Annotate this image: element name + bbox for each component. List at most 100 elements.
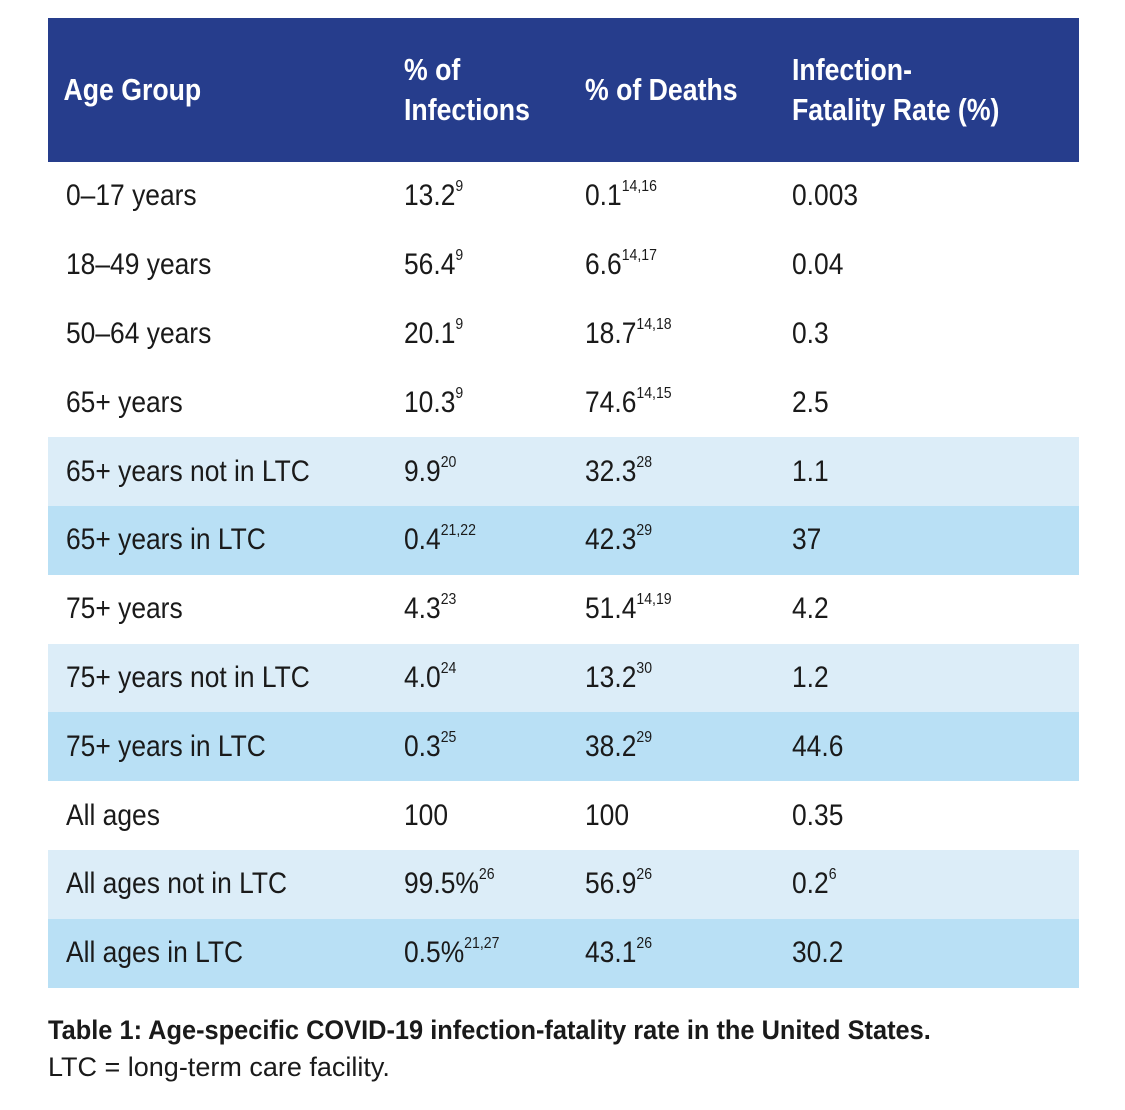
- table-row: 75+ years in LTC 0.325 38.229 44.6: [48, 712, 1079, 782]
- cell-age-group: 18–49 years: [48, 231, 404, 300]
- cell-deaths: 13.230: [585, 644, 792, 713]
- cell-ifr: 0.26: [792, 850, 1079, 919]
- caption-title: Table 1: Age-specific COVID-19 infection…: [48, 1015, 931, 1045]
- cell-age-group-value: All ages not in LTC: [66, 867, 288, 901]
- cell-ifr: 4.2: [792, 575, 1079, 644]
- cell-deaths: 0.114,16: [585, 162, 792, 231]
- table-header: Age Group % of Infections % of Deaths In…: [48, 18, 1079, 162]
- header-ifr-line2: Fatality Rate (%): [792, 92, 1000, 127]
- cell-infections: 9.920: [404, 437, 585, 506]
- cell-infections-value: 0.3: [404, 729, 441, 763]
- cell-age-group: All ages not in LTC: [48, 850, 404, 919]
- cell-deaths-value: 38.2: [585, 729, 637, 763]
- cell-infections-value: 4.0: [404, 660, 441, 694]
- header-ifr-line1: Infection-: [792, 52, 912, 87]
- cell-age-group-value: 18–49 years: [66, 248, 212, 282]
- cell-deaths-value: 100: [585, 798, 630, 832]
- cell-age-group: 75+ years not in LTC: [48, 644, 404, 713]
- reference-superscript: 6: [828, 866, 837, 884]
- cell-age-group: 65+ years not in LTC: [48, 437, 404, 506]
- cell-infections: 0.421,22: [404, 506, 585, 575]
- cell-age-group-value: 65+ years: [66, 385, 183, 419]
- cell-deaths-value: 42.3: [585, 523, 637, 557]
- cell-infections: 100: [404, 781, 585, 850]
- cell-ifr: 0.04: [792, 231, 1079, 300]
- cell-deaths: 100: [585, 781, 792, 850]
- table-row: 0–17 years 13.29 0.114,16 0.003: [48, 162, 1079, 231]
- cell-age-group: 75+ years: [48, 575, 404, 644]
- reference-superscript: 29: [636, 522, 653, 540]
- reference-superscript: 9: [455, 178, 464, 196]
- cell-infections: 4.024: [404, 644, 585, 713]
- cell-deaths: 51.414,19: [585, 575, 792, 644]
- cell-deaths-value: 13.2: [585, 660, 637, 694]
- cell-infections: 0.5%21,27: [404, 919, 585, 988]
- cell-age-group: 65+ years in LTC: [48, 506, 404, 575]
- reference-superscript: 9: [455, 247, 464, 265]
- cell-ifr-value: 37: [792, 523, 822, 557]
- cell-age-group: All ages in LTC: [48, 919, 404, 988]
- reference-superscript: 26: [478, 866, 495, 884]
- reference-superscript: 26: [636, 935, 653, 953]
- reference-superscript: 14,19: [636, 591, 672, 609]
- cell-ifr-value: 2.5: [792, 385, 829, 419]
- cell-deaths-value: 56.9: [585, 867, 637, 901]
- cell-deaths-value: 32.3: [585, 454, 637, 488]
- table-body: 0–17 years 13.29 0.114,16 0.003 18–49 years 5…: [48, 162, 1079, 988]
- table-row: 65+ years not in LTC 9.920 32.328 1.1: [48, 437, 1079, 506]
- cell-infections: 0.325: [404, 712, 585, 781]
- cell-infections-value: 100: [404, 798, 449, 832]
- reference-superscript: 14,18: [636, 315, 672, 333]
- cell-infections-value: 56.4: [404, 248, 456, 282]
- cell-infections-value: 99.5%: [404, 867, 479, 901]
- cell-age-group-value: 75+ years: [66, 592, 183, 626]
- cell-age-group-value: All ages in LTC: [66, 936, 244, 970]
- table-row: All ages 100 100 0.35: [48, 781, 1079, 850]
- table-row: 65+ years 10.39 74.614,15 2.5: [48, 368, 1079, 438]
- cell-deaths-value: 74.6: [585, 385, 637, 419]
- cell-infections-value: 13.2: [404, 179, 456, 213]
- cell-ifr-value: 0.35: [792, 798, 844, 832]
- cell-ifr: 30.2: [792, 919, 1079, 988]
- reference-superscript: 23: [440, 591, 457, 609]
- cell-ifr: 37: [792, 506, 1079, 575]
- cell-age-group: All ages: [48, 781, 404, 850]
- table-row: 18–49 years 56.49 6.614,17 0.04: [48, 230, 1079, 300]
- cell-infections-value: 0.5%: [404, 936, 465, 970]
- reference-superscript: 14,16: [621, 178, 657, 196]
- cell-deaths: 32.328: [585, 437, 792, 506]
- cell-ifr: 0.003: [792, 162, 1079, 231]
- reference-superscript: 14,17: [621, 247, 657, 265]
- cell-ifr-value: 1.2: [792, 660, 829, 694]
- cell-deaths-value: 18.7: [585, 316, 637, 350]
- cell-deaths: 18.714,18: [585, 300, 792, 369]
- cell-ifr: 44.6: [792, 712, 1079, 781]
- header-row: Age Group % of Infections % of Deaths In…: [48, 18, 1079, 162]
- cell-infections: 10.39: [404, 368, 585, 437]
- cell-deaths: 43.126: [585, 919, 792, 988]
- header-infections: % of Infections: [404, 18, 560, 162]
- reference-superscript: 9: [455, 384, 464, 402]
- cell-age-group-value: 75+ years in LTC: [66, 729, 266, 763]
- cell-ifr: 1.1: [792, 437, 1079, 506]
- reference-superscript: 21,22: [440, 522, 476, 540]
- caption-note: LTC = long-term care facility.: [48, 1052, 390, 1082]
- cell-age-group: 0–17 years: [48, 162, 404, 231]
- reference-superscript: 20: [440, 453, 457, 471]
- cell-age-group: 50–64 years: [48, 300, 404, 369]
- table-caption: Table 1: Age-specific COVID-19 infection…: [48, 1012, 1108, 1086]
- reference-superscript: 26: [636, 866, 653, 884]
- table-row: 75+ years 4.323 51.414,19 4.2: [48, 574, 1079, 644]
- cell-deaths-value: 6.6: [585, 248, 622, 282]
- reference-superscript: 21,27: [464, 935, 500, 953]
- cell-infections: 56.49: [404, 231, 585, 300]
- cell-ifr: 0.3: [792, 300, 1079, 369]
- cell-infections-value: 9.9: [404, 454, 441, 488]
- reference-superscript: 28: [636, 453, 653, 471]
- ifr-table: Age Group % of Infections % of Deaths In…: [48, 18, 1079, 988]
- reference-superscript: 29: [636, 728, 653, 746]
- cell-infections: 20.19: [404, 300, 585, 369]
- cell-deaths: 74.614,15: [585, 368, 792, 437]
- cell-ifr-value: 44.6: [792, 729, 844, 763]
- cell-age-group-value: All ages: [66, 798, 160, 832]
